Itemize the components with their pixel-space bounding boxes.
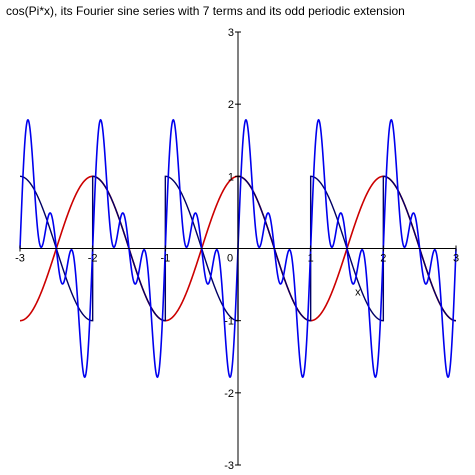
y-tick-label: 2	[228, 99, 234, 111]
y-tick-label: -2	[224, 388, 234, 400]
x-tick-label: -3	[15, 253, 25, 265]
x-tick-label: 3	[453, 253, 459, 265]
x-tick-label: 0	[227, 253, 233, 265]
x-tick-label: 1	[308, 253, 314, 265]
y-tick-label: -1	[224, 316, 234, 328]
chart-title: cos(Pi*x), its Fourier sine series with …	[6, 4, 405, 18]
x-tick-label: -1	[160, 253, 170, 265]
y-tick-label: -3	[224, 460, 234, 472]
x-axis-label: x	[355, 286, 361, 298]
y-tick-label: 3	[228, 27, 234, 39]
x-ticks-group: -3 -2 -1 0 1 2 3	[15, 245, 459, 265]
y-tick-label: 1	[228, 171, 234, 183]
x-tick-label: -2	[88, 253, 98, 265]
y-ticks-group: -3 -2 -1 1 2 3	[224, 27, 241, 472]
x-tick-label: 2	[380, 253, 386, 265]
